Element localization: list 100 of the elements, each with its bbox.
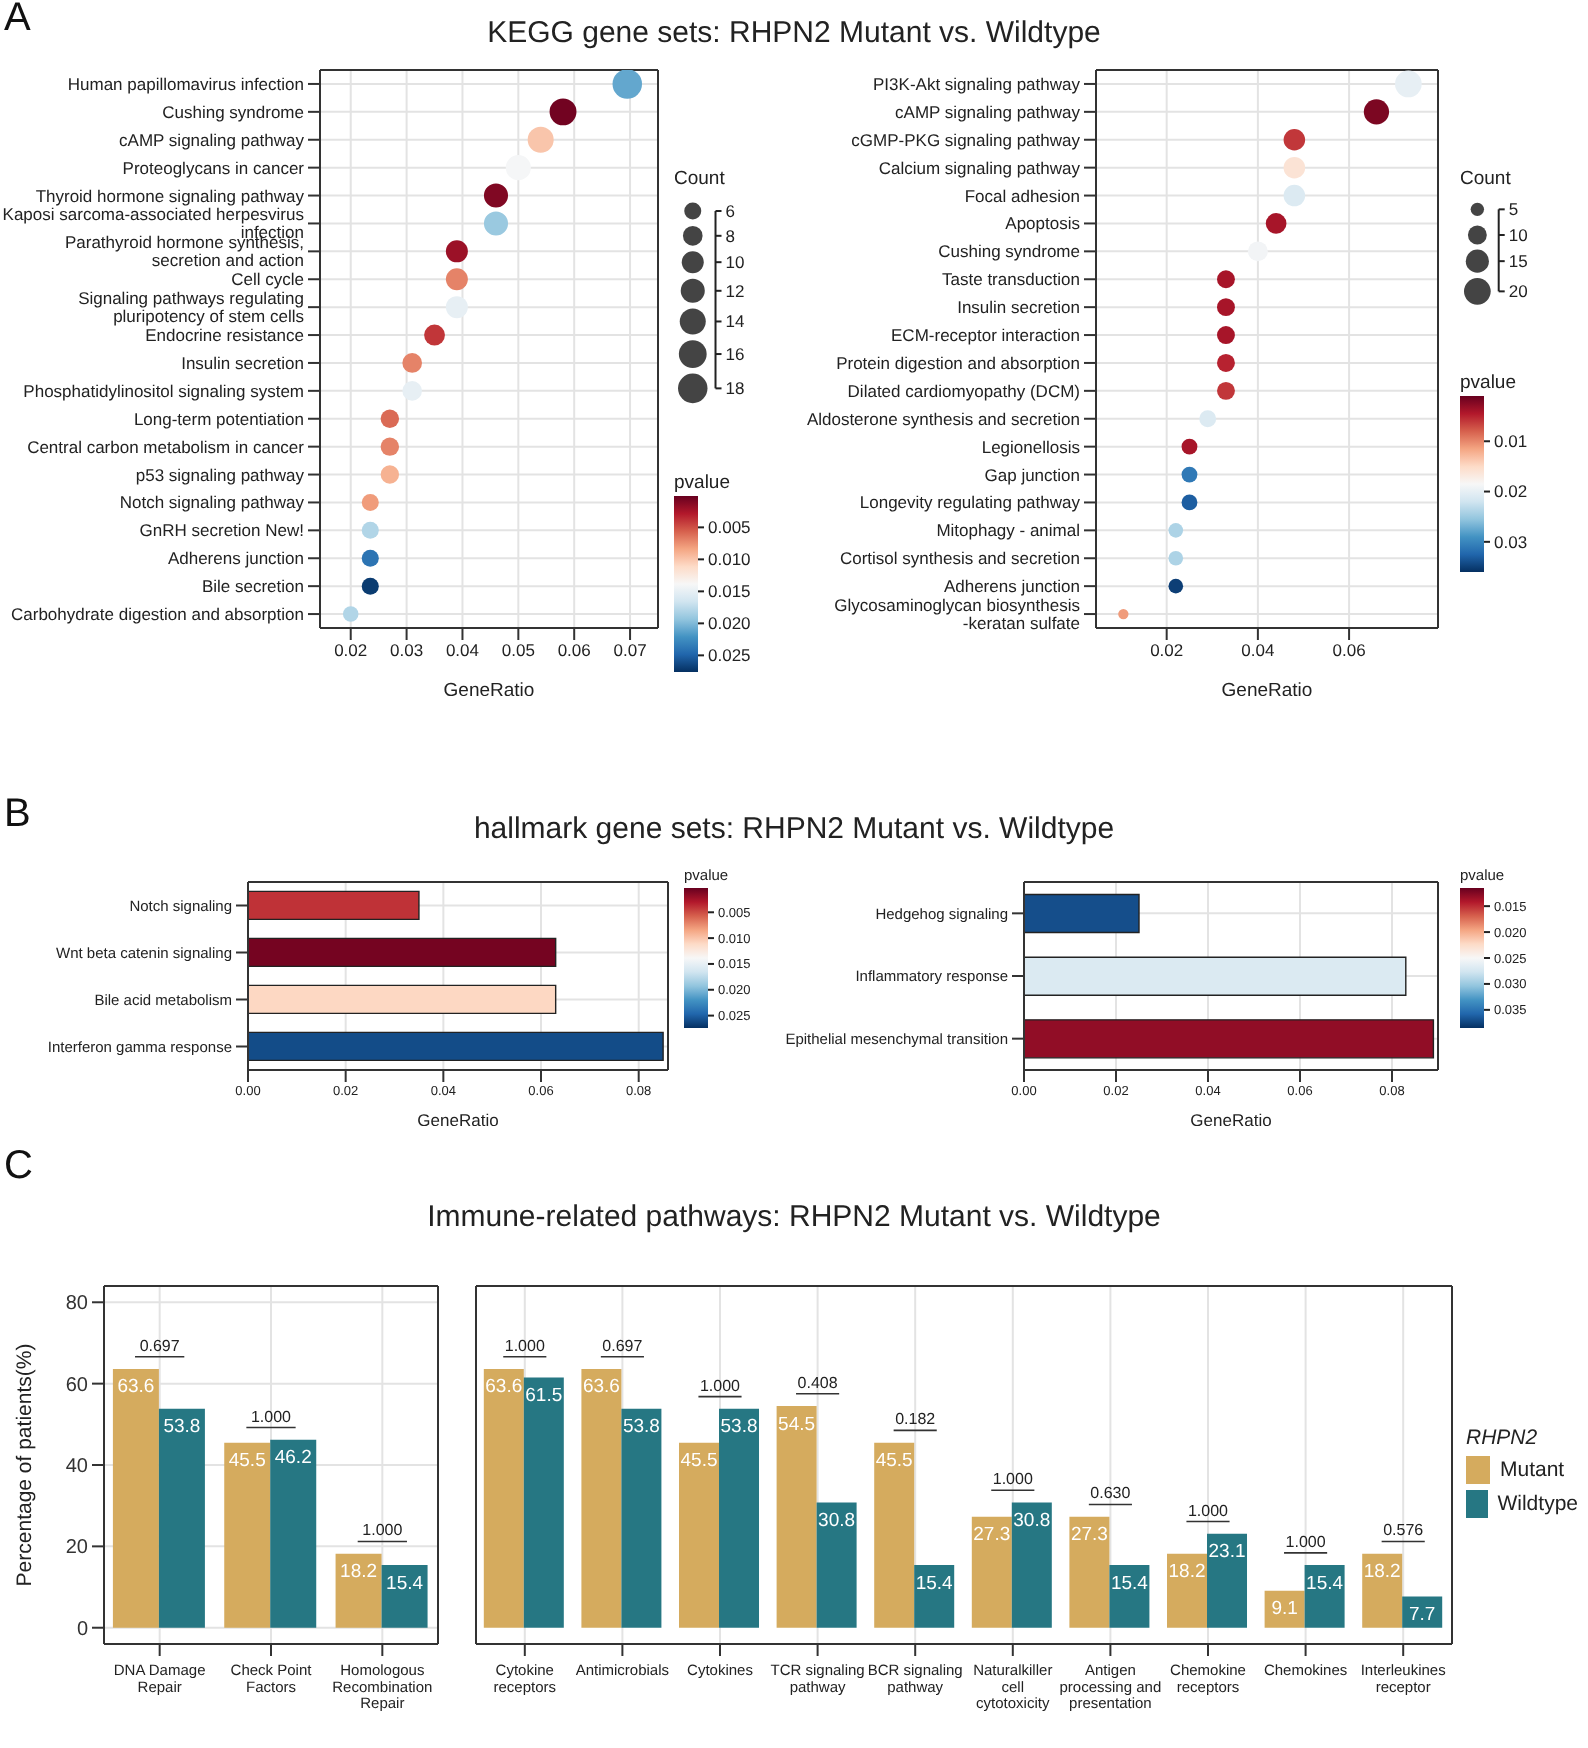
x-tick-label: 0.07 bbox=[613, 640, 648, 661]
legend-label: 16 bbox=[725, 343, 745, 364]
y-tick-label: Proteoglycans in cancer bbox=[122, 157, 305, 178]
y-tick-label: cAMP signaling pathway bbox=[895, 101, 1082, 122]
color-bar-label: 0.01 bbox=[1494, 431, 1528, 452]
bar bbox=[158, 1408, 205, 1628]
bar bbox=[1109, 1565, 1150, 1628]
data-label: 53.8 bbox=[720, 1416, 758, 1439]
data-label: 27.3 bbox=[973, 1524, 1011, 1547]
y-tick-label: Thyroid hormone signaling pathway bbox=[35, 185, 306, 206]
y-tick-label: Aldosterone synthesis and secretion bbox=[806, 408, 1081, 429]
data-label: 15.4 bbox=[1306, 1572, 1344, 1595]
y-tick-label: 0 bbox=[76, 1618, 89, 1641]
bar bbox=[1402, 1596, 1443, 1628]
bar bbox=[248, 1031, 664, 1062]
bar bbox=[1304, 1565, 1345, 1628]
text: B bbox=[4, 792, 31, 838]
legend-label: 10 bbox=[725, 252, 745, 273]
y-axis-title: Percentage of patients(%) bbox=[13, 1343, 38, 1587]
color-bar-label: 0.010 bbox=[708, 548, 752, 569]
x-tick-label: 0.03 bbox=[390, 640, 424, 661]
data-label: 61.5 bbox=[525, 1385, 563, 1408]
data-label: 18.2 bbox=[1363, 1561, 1401, 1584]
legend-label: 6 bbox=[725, 200, 736, 221]
legend-label: 5 bbox=[1508, 199, 1519, 220]
annotation: 0.576 bbox=[1383, 1521, 1425, 1540]
bar bbox=[1011, 1502, 1052, 1628]
data-label: 15.4 bbox=[915, 1572, 953, 1595]
data-label: 23.1 bbox=[1208, 1541, 1246, 1564]
data-label: 53.8 bbox=[622, 1416, 660, 1439]
y-tick-label: cAMP signaling pathway bbox=[119, 129, 306, 150]
data-label: 18.2 bbox=[340, 1561, 378, 1584]
legend-label: 10 bbox=[1508, 224, 1529, 245]
y-tick-label: Taste transduction bbox=[942, 269, 1081, 290]
y-tick-label: 20 bbox=[65, 1537, 89, 1560]
y-tick-label: Apoptosis bbox=[1005, 213, 1080, 234]
data-label: 46.2 bbox=[274, 1447, 312, 1470]
y-tick-label: 80 bbox=[65, 1293, 89, 1316]
y-tick-label: Cortisol synthesis and secretion bbox=[839, 548, 1081, 569]
y-tick-label: Cushing syndrome bbox=[938, 241, 1081, 262]
data-label: 7.7 bbox=[1408, 1603, 1436, 1626]
bar bbox=[523, 1377, 564, 1628]
annotation: 1.000 bbox=[699, 1376, 742, 1395]
text: KEGG gene sets: RHPN2 Mutant vs. Wildtype bbox=[487, 16, 1101, 50]
y-tick-label: Calcium signaling pathway bbox=[878, 157, 1082, 178]
y-tick-label: Glycosaminoglycan biosynthesis -keratan sulfate bbox=[834, 595, 1081, 633]
text: A bbox=[4, 0, 31, 42]
color-bar-label: 0.005 bbox=[708, 516, 752, 537]
legend-label: Wildtype bbox=[1497, 1491, 1578, 1515]
annotation: 1.000 bbox=[362, 1521, 404, 1540]
y-tick-label: Central carbon metabolism in cancer bbox=[27, 436, 305, 457]
data-label: 54.5 bbox=[778, 1413, 816, 1436]
y-tick-label: Endocrine resistance bbox=[145, 325, 305, 345]
size-legend: Count 5 10 15 20 bbox=[1460, 160, 1580, 331]
legend-title: RHPN2 bbox=[1466, 1425, 1540, 1449]
bar bbox=[816, 1502, 857, 1628]
data-label: 15.4 bbox=[386, 1572, 424, 1595]
color-bar-label: 0.03 bbox=[1494, 532, 1528, 553]
y-tick-label: Signaling pathways regulating pluripotency of stem cells bbox=[78, 288, 305, 327]
x-tick-label: 0.05 bbox=[501, 640, 536, 661]
annotation: 1.000 bbox=[992, 1470, 1034, 1489]
y-tick-label: Protein digestion and absorption bbox=[836, 352, 1081, 373]
legend-label: 8 bbox=[725, 225, 736, 246]
data-label: 45.5 bbox=[680, 1450, 718, 1473]
color-bar-label: 0.020 bbox=[708, 612, 752, 633]
bar bbox=[679, 1442, 720, 1628]
x-axis-title: GeneRatio bbox=[417, 1110, 500, 1130]
y-tick-label: Legionellosis bbox=[981, 436, 1080, 457]
x-axis-title: GeneRatio bbox=[1190, 1110, 1273, 1130]
data-label: 18.2 bbox=[1168, 1561, 1206, 1584]
bar bbox=[776, 1406, 817, 1628]
y-tick-label: Insulin secretion bbox=[181, 352, 305, 373]
y-tick-label: Longevity regulating pathway bbox=[859, 492, 1082, 513]
bar bbox=[112, 1368, 159, 1628]
bar bbox=[381, 1565, 428, 1628]
bar bbox=[1264, 1590, 1305, 1628]
data-label: 30.8 bbox=[1013, 1509, 1051, 1532]
bar bbox=[914, 1565, 955, 1628]
color-scale: pvalue 0.005 0.010 0.015 0.020 0.025 bbox=[674, 463, 798, 684]
legend-title: Count bbox=[1460, 168, 1512, 190]
y-tick-label: Cell cycle bbox=[231, 269, 305, 290]
annotation: 1.000 bbox=[250, 1407, 293, 1426]
bar bbox=[1024, 893, 1140, 934]
data-label: 63.6 bbox=[485, 1376, 523, 1399]
data-label: 63.6 bbox=[117, 1376, 155, 1399]
chart-title: Immune-related pathways: RHPN2 Mutant vs. Wildtype bbox=[425, 1200, 1163, 1234]
y-tick-label: Human papillomavirus infection bbox=[67, 73, 305, 94]
legend-label: Mutant bbox=[1500, 1457, 1565, 1481]
bar bbox=[270, 1439, 317, 1628]
y-tick-label: GnRH secretion New! bbox=[139, 520, 304, 541]
x-tick-label: 0.02 bbox=[1150, 640, 1184, 661]
y-tick-label: Bile secretion bbox=[201, 576, 305, 597]
annotation: 0.697 bbox=[602, 1336, 644, 1355]
y-tick-label: Phosphatidylinositol signaling system bbox=[23, 380, 304, 401]
y-tick-label: ECM-receptor interaction bbox=[891, 325, 1081, 345]
data-label: 45.5 bbox=[875, 1450, 913, 1473]
color-bar-label: 0.015 bbox=[708, 580, 752, 601]
x-tick-label: 0.06 bbox=[557, 640, 592, 661]
y-tick-label: Adherens junction bbox=[167, 548, 305, 569]
bar bbox=[335, 1553, 382, 1628]
